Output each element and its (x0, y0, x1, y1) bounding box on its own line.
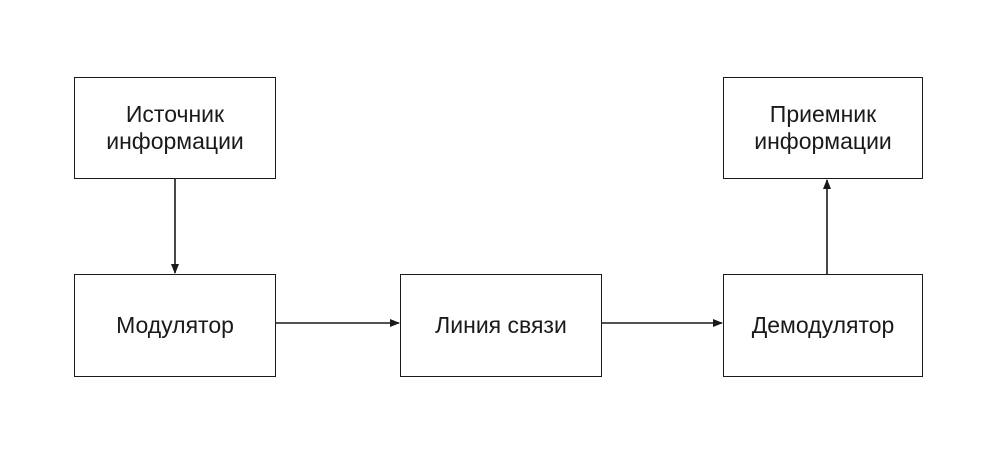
node-information-receiver: Приемник информации (723, 77, 923, 179)
node-label: Приемник информации (754, 101, 892, 154)
node-communication-line: Линия связи (400, 274, 602, 377)
node-label: Источник информации (106, 101, 244, 154)
node-modulator: Модулятор (74, 274, 276, 377)
node-label: Линия связи (435, 312, 567, 338)
node-label: Демодулятор (751, 312, 895, 338)
node-demodulator: Демодулятор (723, 274, 923, 377)
node-information-source: Источник информации (74, 77, 276, 179)
node-label: Модулятор (116, 312, 234, 338)
